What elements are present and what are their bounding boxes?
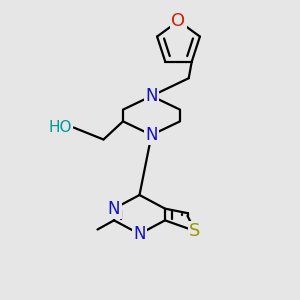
Text: S: S: [189, 222, 201, 240]
Text: N: N: [145, 126, 158, 144]
Text: O: O: [171, 12, 186, 30]
Text: N: N: [133, 225, 146, 243]
Text: HO: HO: [49, 120, 72, 135]
Text: N: N: [108, 200, 120, 218]
Text: N: N: [145, 87, 158, 105]
